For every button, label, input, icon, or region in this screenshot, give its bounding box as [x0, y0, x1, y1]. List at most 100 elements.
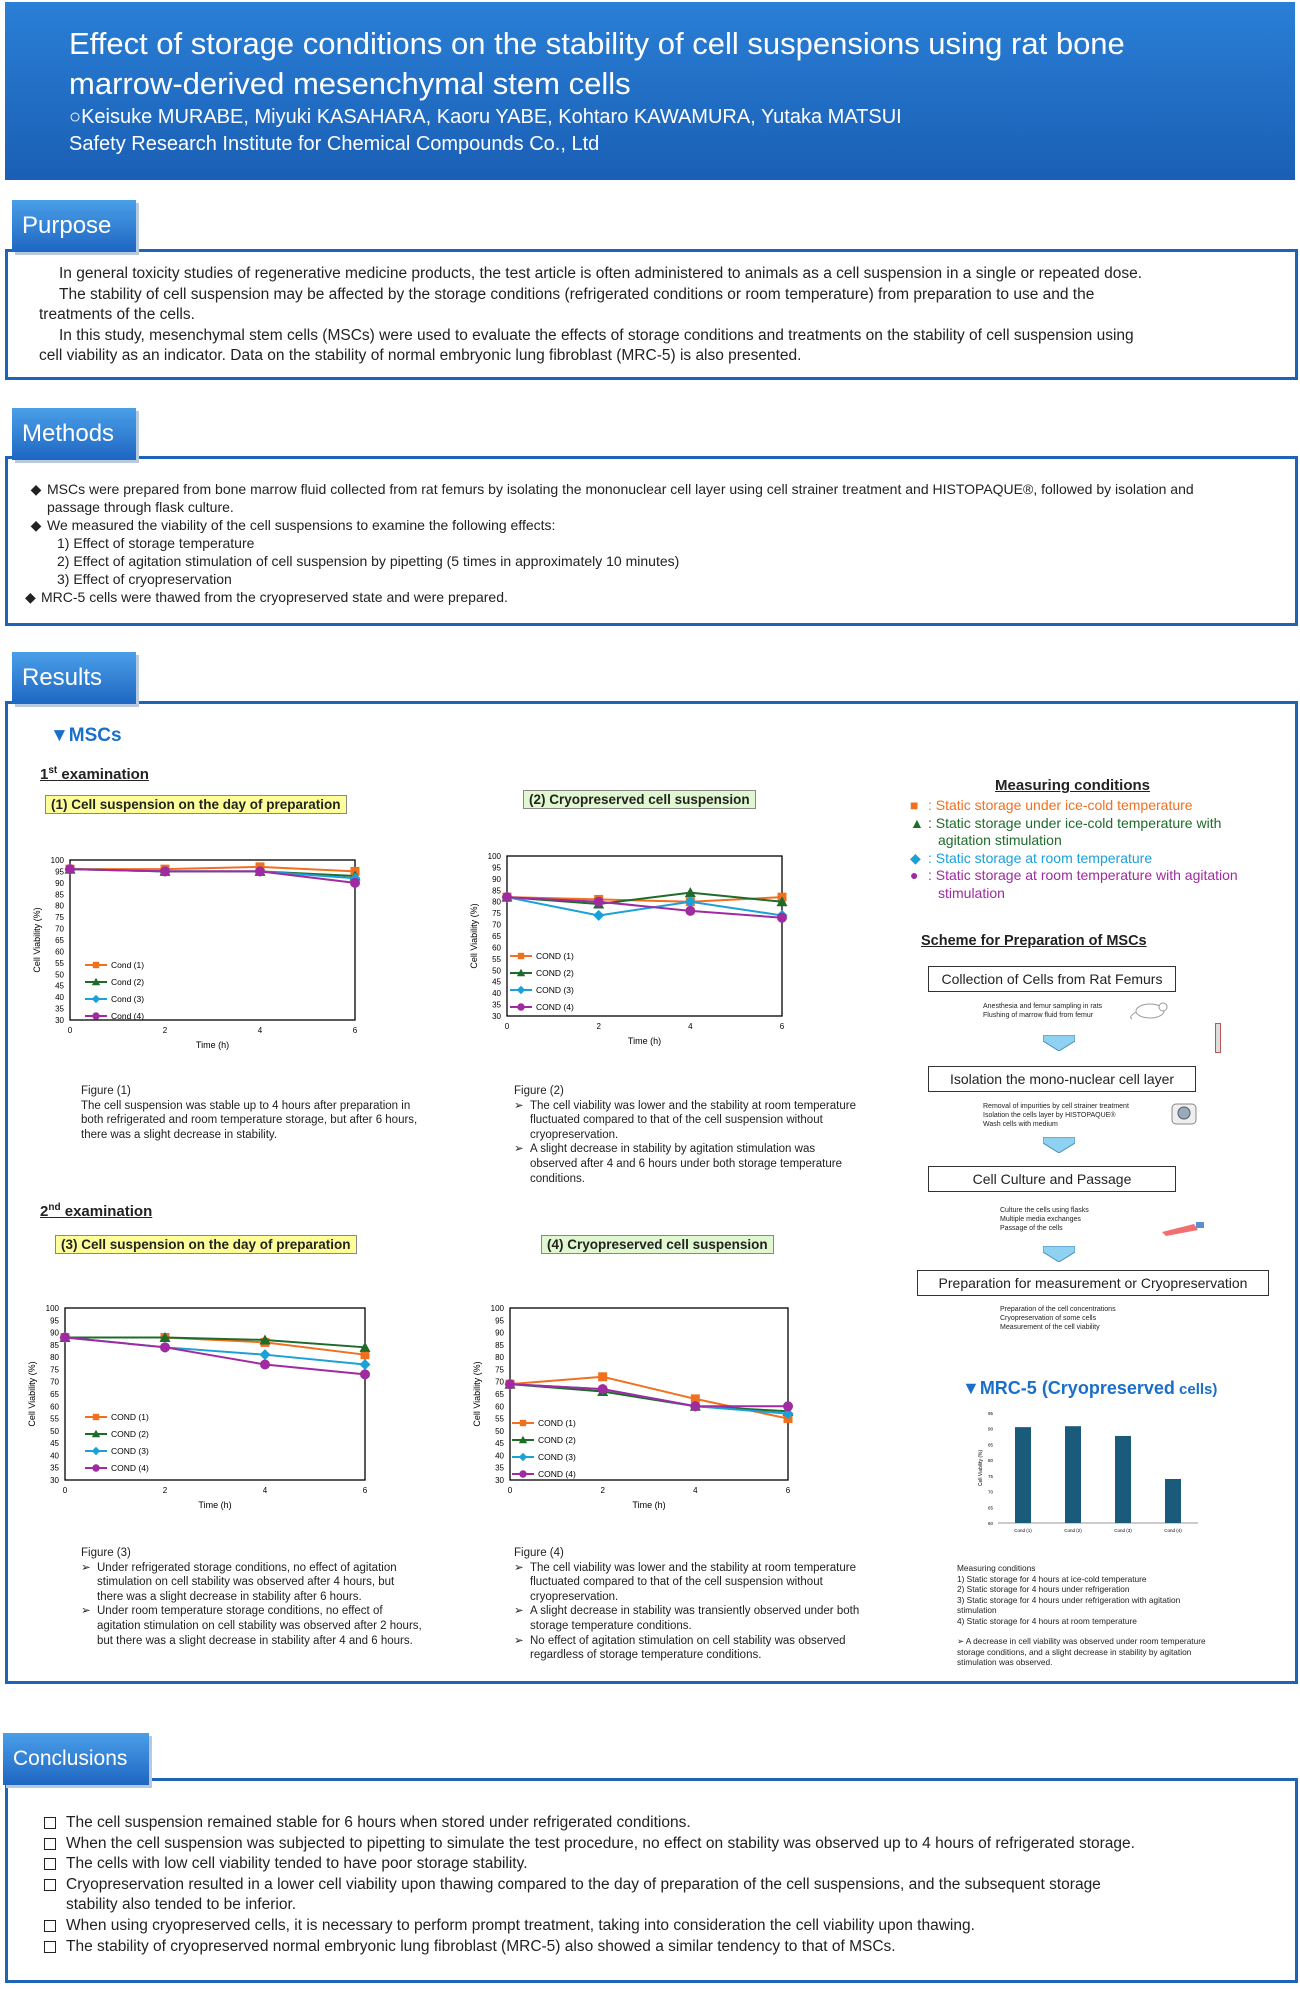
- chart-svg: 30 35 40 45 50 55 60 65 70 75 80 85 90 95 100 0 2 4 6 Time …: [472, 1304, 794, 1510]
- y-tick-label: 70: [492, 921, 501, 930]
- y-tick-label: 45: [55, 982, 64, 991]
- x-axis-label: Time (h): [628, 1036, 661, 1046]
- purpose-heading: Purpose: [12, 200, 136, 252]
- chart-mrc5: 60 65 70 75 80 85 90 95 Cell Viability (%) Cond (…: [968, 1405, 1208, 1555]
- purpose-box: In general toxicity studies of regenerat…: [5, 249, 1298, 380]
- x-tick-label: 2: [163, 1026, 168, 1035]
- plot-frame: [509, 1307, 789, 1481]
- arrow-down-icon: [1042, 1245, 1076, 1263]
- y-tick-label: 50: [55, 970, 64, 979]
- data-point: [690, 1394, 700, 1404]
- arrow-down-icon: [1042, 1034, 1076, 1052]
- y-tick-label: 55: [492, 955, 501, 964]
- chart-title: (4) Cryopreserved cell suspension: [541, 1235, 774, 1254]
- y-tick-label: 80: [55, 902, 64, 911]
- data-point: [160, 866, 170, 877]
- y-tick-label: 85: [50, 1341, 59, 1350]
- data-point: [598, 1372, 608, 1382]
- legend-marker: [91, 994, 101, 1004]
- legend-marker: [91, 1429, 101, 1438]
- y-tick-label: 75: [988, 1474, 994, 1479]
- data-point: [255, 866, 265, 877]
- purpose-line: treatments of the cells.: [39, 306, 195, 324]
- data-point: [684, 887, 696, 898]
- data-point: [593, 909, 605, 921]
- chart-svg: 30 35 40 45 50 55 60 65 70 75 80 85 90 95 100 0 2 4 6 Time …: [27, 1304, 371, 1510]
- y-tick-label: 80: [50, 1353, 59, 1362]
- checkbox-bullet-icon: [44, 1817, 56, 1829]
- y-tick-label: 55: [55, 959, 64, 968]
- x-tick-label: 6: [353, 1026, 358, 1035]
- series-line: [69, 868, 356, 884]
- legend-marker: [92, 961, 100, 969]
- data-point: [65, 864, 75, 875]
- methods-sub-item: 1) Effect of storage temperature: [57, 535, 255, 551]
- y-tick-label: 65: [50, 1390, 59, 1399]
- y-axis-label: Cell Viability (%): [27, 1361, 37, 1426]
- poster-title-line-1: Effect of storage conditions on the stab…: [69, 26, 1125, 61]
- y-tick-label: 50: [492, 966, 501, 975]
- y-tick-label: 75: [50, 1365, 59, 1374]
- mrc5-conditions: Measuring conditions 1) Static storage f…: [957, 1563, 1206, 1667]
- data-point: [690, 1401, 701, 1412]
- y-tick-label: 35: [50, 1464, 59, 1473]
- legend-marker: [92, 1012, 100, 1020]
- scheme-notes-2: Removal of impurities by cell strainer t…: [983, 1103, 1129, 1128]
- scheme-step-3: Cell Culture and Passage: [928, 1166, 1176, 1192]
- y-tick-label: 80: [492, 898, 501, 907]
- data-point: [502, 892, 512, 903]
- scheme-notes-1: Anesthesia and femur sampling in rats Flu…: [983, 1003, 1103, 1019]
- data-point: [593, 896, 604, 907]
- methods-sub-item: 2) Effect of agitation stimulation of ce…: [57, 553, 680, 569]
- y-tick-label: 85: [988, 1442, 994, 1447]
- y-tick-label: 90: [55, 879, 64, 888]
- legend-label: COND (3): [536, 985, 574, 995]
- conclusion-item: Cryopreservation resulted in a lower cel…: [40, 1875, 1280, 1896]
- checkbox-bullet-icon: [44, 1878, 56, 1891]
- y-tick-label: 85: [55, 890, 64, 899]
- data-point: [684, 896, 696, 908]
- legend-label: COND (2): [111, 1429, 149, 1439]
- y-tick-label: 60: [988, 1521, 994, 1526]
- legend-marker: [92, 1413, 100, 1421]
- syringe-icon: [1215, 1023, 1221, 1053]
- series-line: [70, 865, 356, 873]
- caption-fig4: Figure (4) ➢ The cell viability was lower…: [514, 1547, 860, 1662]
- y-tick-label: 40: [495, 1451, 504, 1460]
- plot-frame: [64, 1307, 366, 1481]
- caption-fig2: Figure (2) ➢ The cell viability was lower…: [514, 1085, 856, 1185]
- data-point: [260, 1359, 270, 1370]
- scheme-step-2: Isolation the mono-nuclear cell layer: [928, 1066, 1196, 1092]
- legend-label: COND (2): [538, 1435, 576, 1445]
- series-line: [64, 1336, 366, 1376]
- chart-fig1: (1) Cell suspension on the day of prepar…: [25, 795, 455, 1067]
- series-line: [506, 891, 783, 906]
- y-tick-label: 80: [988, 1458, 994, 1463]
- legend-label: COND (1): [111, 1412, 149, 1422]
- conclusions-heading: Conclusions: [3, 1733, 149, 1785]
- legend-label: COND (3): [538, 1452, 576, 1462]
- legend-label: Cond (4): [111, 1011, 144, 1021]
- y-tick-label: 90: [492, 875, 501, 884]
- x-tick-label: 0: [508, 1486, 513, 1495]
- legend-marker: [517, 952, 525, 960]
- y-tick-label: 85: [495, 1341, 504, 1350]
- series-line: [506, 896, 783, 903]
- purpose-line: In general toxicity studies of regenerat…: [59, 265, 1143, 282]
- x-tick-label: 4: [688, 1022, 693, 1031]
- data-point: [359, 1359, 371, 1371]
- measuring-condition-item: ■: Static storage under ice-cold tempera…: [910, 797, 1193, 813]
- data-point: [359, 1341, 371, 1352]
- poster-header: Effect of storage conditions on the stab…: [5, 2, 1295, 180]
- chart-title: (1) Cell suspension on the day of prepar…: [45, 795, 347, 814]
- legend-marker: [91, 1446, 101, 1456]
- mrc5-heading: ▼MRC-5 (Cryopreserved cells): [962, 1378, 1218, 1398]
- checkbox-bullet-icon: [44, 1837, 56, 1850]
- data-point: [159, 1331, 171, 1342]
- measuring-condition-item: ◆: Static storage at room temperature: [910, 849, 1153, 866]
- y-tick-label: 95: [495, 1316, 504, 1325]
- chart-fig4: (4) Cryopreserved cell suspension 30 35 40 4…: [472, 1235, 890, 1528]
- y-tick-label: 70: [55, 925, 64, 934]
- y-tick-label: 90: [495, 1329, 504, 1338]
- legend-label: Cond (1): [111, 960, 144, 970]
